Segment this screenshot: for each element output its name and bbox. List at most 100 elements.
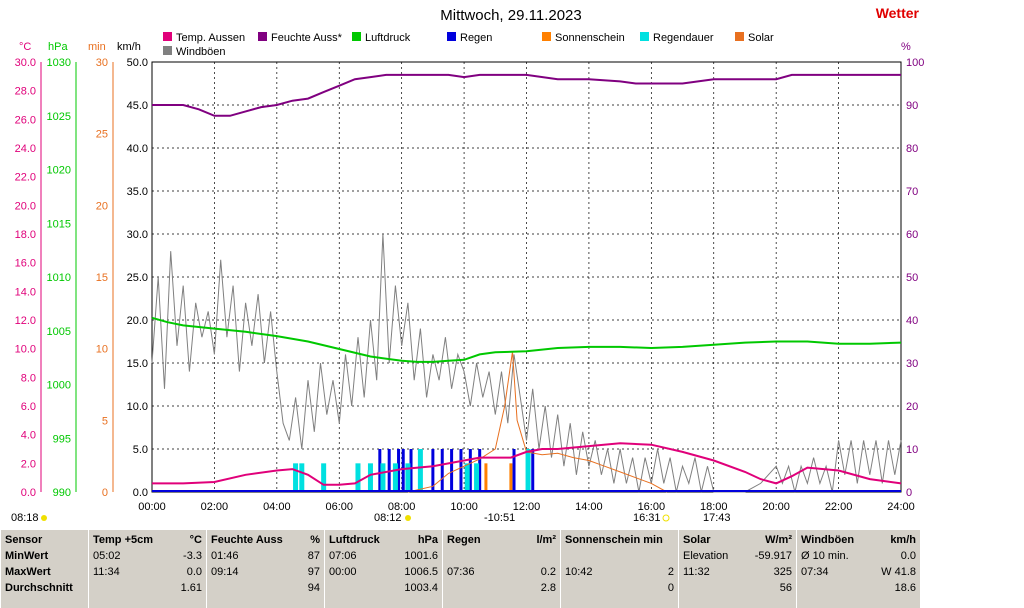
wind-tick-label: 35.0 <box>127 186 148 198</box>
wind-tick-label: 30.0 <box>127 229 148 241</box>
temp-tick-label: 30.0 <box>15 57 36 69</box>
wind-tick-label: 25.0 <box>127 272 148 284</box>
x-tick-label: 18:00 <box>700 501 728 513</box>
stats-column-header: Temp +5cm °C <box>93 534 202 548</box>
x-tick-label: 10:00 <box>450 501 478 513</box>
stats-cell-value: -59.917 <box>754 550 792 562</box>
temp-tick-label: 14.0 <box>15 286 36 298</box>
stats-column-title: Feuchte Auss <box>211 534 283 546</box>
pct-tick-label: 40 <box>906 315 918 327</box>
stats-column-title: Solar <box>683 534 711 546</box>
stats-cell-value: 97 <box>307 566 320 578</box>
pct-tick-label: 20 <box>906 401 918 413</box>
stats-cell-value: 0 <box>667 582 674 594</box>
min-tick-label: 25 <box>96 129 108 141</box>
stats-cell-time: 07:36 <box>447 566 475 578</box>
temp-tick-label: 24.0 <box>15 143 36 155</box>
press-tick-label: 995 <box>53 433 71 445</box>
stats-cell <box>565 550 674 564</box>
series-line-luftdruck <box>151 316 902 363</box>
pct-axis-unit: % <box>901 41 911 53</box>
stats-cell: 01:46 87 <box>211 550 320 564</box>
bar-regendauer <box>293 463 299 492</box>
row-label-avg: Durchschnitt <box>5 582 73 594</box>
bar-regen <box>478 449 482 492</box>
bar-regendauer <box>367 463 373 492</box>
bar-regendauer <box>299 463 305 492</box>
x-tick-label: 00:00 <box>138 501 166 513</box>
temp-tick-label: 0.0 <box>21 487 36 499</box>
legend: Temp. Aussen Feuchte Auss* Luftdruck Regen S… <box>163 32 774 58</box>
stats-cell-value: -3.3 <box>183 550 202 562</box>
temp-tick-label: 2.0 <box>21 458 36 470</box>
x-tick-label: 24:00 <box>887 501 915 513</box>
x-tick-label: 14:00 <box>575 501 603 513</box>
pct-tick-label: 10 <box>906 444 918 456</box>
stats-cell: 1.61 <box>93 582 202 596</box>
min-tick-label: 10 <box>96 344 108 356</box>
temp-tick-label: 4.0 <box>21 430 36 442</box>
stats-cell-value: 56 <box>779 582 792 594</box>
temp-tick-label: 28.0 <box>15 86 36 98</box>
stats-cell-value: 94 <box>307 582 320 594</box>
stats-column-unit: % <box>310 534 320 546</box>
stats-cell-value: W 41.8 <box>881 566 916 578</box>
stats-cell-value: 1003.4 <box>404 582 438 594</box>
legend-label: Luftdruck <box>365 32 411 44</box>
stats-cell-time: 01:46 <box>211 550 239 562</box>
wind-tick-label: 50.0 <box>127 57 148 69</box>
weather-chart: Mittwoch, 29.11.2023 Wetter °C hPa min k… <box>11 5 925 524</box>
wind-tick-label: 45.0 <box>127 100 148 112</box>
pct-tick-label: 100 <box>906 57 924 69</box>
stats-cell-value: 2 <box>667 566 674 578</box>
stats-cell-time: 05:02 <box>93 550 121 562</box>
stats-cell: 94 <box>211 582 320 596</box>
wind-tick-label: 5.0 <box>133 444 148 456</box>
bar-regendauer <box>474 463 480 492</box>
temp-tick-label: 26.0 <box>15 114 36 126</box>
stats-column-unit: W/m² <box>765 534 792 546</box>
bar-regendauer <box>392 463 398 492</box>
temp-tick-label: 16.0 <box>15 258 36 270</box>
axis-ticks: 30.0 28.0 26.0 24.0 22.0 20.0 18.0 16.0 14.0 12.0… <box>15 57 925 513</box>
stats-cell: 07:34 W 41.8 <box>801 566 916 580</box>
stats-cell: 11:34 0.0 <box>93 566 202 580</box>
bar-regendauer <box>525 449 531 492</box>
press-tick-label: 1010 <box>47 272 71 284</box>
pct-tick-label: 90 <box>906 100 918 112</box>
press-tick-label: 1000 <box>47 380 71 392</box>
stats-cell: 09:14 97 <box>211 566 320 580</box>
series-line-feuchte-auss- <box>152 73 901 117</box>
statistics-panel: Sensor MinWert MaxWert Durchschnitt Temp… <box>0 530 920 608</box>
legend-swatch <box>447 32 456 41</box>
stats-column: Sonnenschein min 10:42 2 0 <box>560 530 678 608</box>
stats-column-header: Solar W/m² <box>683 534 792 548</box>
stats-column: Regen l/m² 07:36 0.2 2.8 <box>442 530 560 608</box>
pct-tick-label: 70 <box>906 186 918 198</box>
stats-cell-time: 11:34 <box>93 566 120 578</box>
press-axis-unit: hPa <box>48 41 68 53</box>
legend-swatch <box>735 32 744 41</box>
moon-time-b: 17:43 <box>703 512 731 524</box>
stats-column: Feuchte Auss% 01:46 87 09:14 97 94 <box>206 530 324 608</box>
pct-tick-label: 30 <box>906 358 918 370</box>
legend-label: Regen <box>460 32 492 44</box>
legend-swatch <box>258 32 267 41</box>
stats-cell-value: 1001.6 <box>404 550 438 562</box>
stats-cell: 18.6 <box>801 582 916 596</box>
sun-icon-left <box>41 515 47 521</box>
bar-regendauer <box>417 449 423 492</box>
stats-column-title: Sonnenschein min <box>565 534 663 546</box>
press-tick-label: 1030 <box>47 57 71 69</box>
legend-swatch <box>542 32 551 41</box>
sunset-time: 16:31 <box>633 512 661 524</box>
left-time-label: 08:18 <box>11 512 39 524</box>
stats-cell-value: 87 <box>307 550 320 562</box>
legend-label: Regendauer <box>653 32 714 44</box>
stats-cell: 11:32 325 <box>683 566 792 580</box>
stats-column-unit: l/m² <box>536 534 556 546</box>
stats-cell: 1003.4 <box>329 582 438 596</box>
line-series <box>151 73 902 493</box>
moon-time-a: -10:51 <box>484 512 515 524</box>
row-label-min: MinWert <box>5 550 49 562</box>
